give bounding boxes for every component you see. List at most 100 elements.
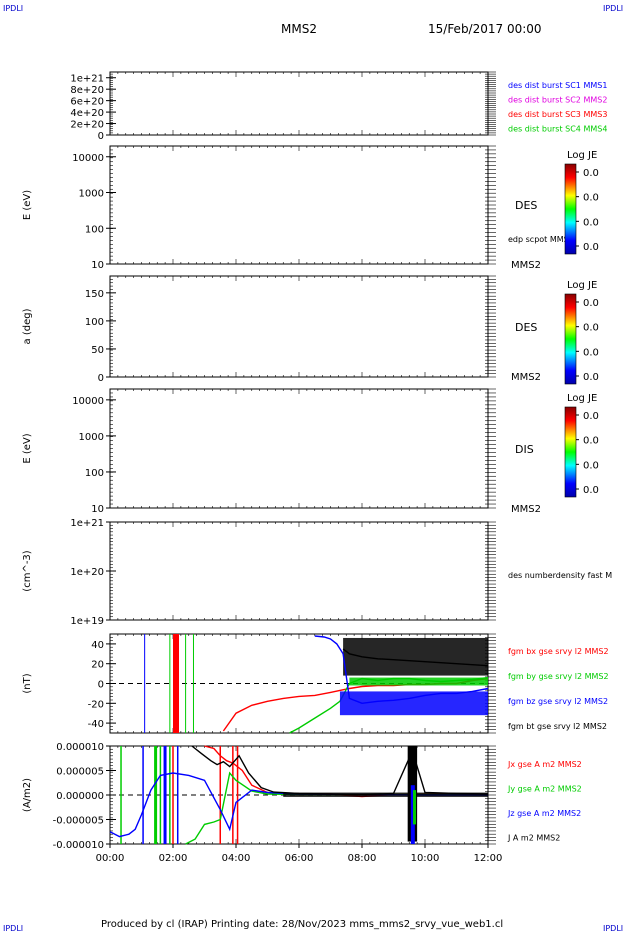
- panel-frame: [109, 388, 489, 509]
- legend-label: des dist burst SC3 MMS3: [508, 110, 607, 119]
- y-tick-label: 1e+19: [70, 616, 104, 627]
- y-tick-label: 20: [91, 660, 104, 671]
- bz-noise-band: [339, 691, 488, 716]
- legend-label: des numberdensity fast M: [508, 571, 612, 580]
- x-tick-label: 06:00: [285, 853, 314, 864]
- colorbar-tick-label: 0.0: [583, 485, 599, 496]
- y-tick-label: 100: [85, 224, 104, 235]
- data-spike: [154, 746, 158, 844]
- jy-burst: [413, 790, 417, 825]
- y-tick-label: 0: [98, 131, 104, 142]
- y-tick-label: 1e+21: [70, 518, 104, 529]
- y-tick-label: 0: [98, 373, 104, 384]
- y-tick-label: 0.000010: [56, 742, 104, 753]
- colorbar-tick-label: 0.0: [583, 242, 599, 253]
- overlay-label: edp scpot MMS2: [508, 235, 574, 244]
- y-tick-label: -0.000010: [53, 840, 104, 851]
- y-tick-label: 150: [85, 289, 104, 300]
- instrument-label: DES: [515, 321, 537, 334]
- y-tick-label: 8e+20: [70, 85, 104, 96]
- y-axis-label: (A/m2): [22, 778, 33, 812]
- j-noise-band: [283, 792, 488, 797]
- y-axis-label: a (deg): [22, 308, 33, 344]
- colorbar-tick-label: 0.0: [583, 323, 599, 334]
- colorbar-title: Log JE: [567, 280, 597, 291]
- y-tick-label: 0.000005: [56, 767, 104, 778]
- y-tick-label: -0.000005: [53, 816, 104, 827]
- legend-label: des dist burst SC4 MMS4: [508, 125, 607, 134]
- corner-label-bottom-left: IPDLI: [3, 924, 24, 933]
- y-tick-label: 1e+21: [70, 74, 104, 85]
- colorbar-tick-label: 0.0: [583, 436, 599, 447]
- legend-label: des dist burst SC1 MMS1: [508, 81, 607, 90]
- x-tick-label: 04:00: [222, 853, 251, 864]
- legend-label: fgm bt gse srvy l2 MMS2: [508, 722, 607, 731]
- by-noise-band: [349, 677, 488, 686]
- legend-label: Jx gse A m2 MMS2: [507, 760, 582, 769]
- colorbar-tick-label: 0.0: [583, 193, 599, 204]
- x-tick-label: 00:00: [96, 853, 125, 864]
- y-axis-label: (nT): [22, 673, 33, 693]
- x-tick-label: 08:00: [348, 853, 377, 864]
- y-tick-label: 100: [85, 468, 104, 479]
- colorbar-tick-label: 0.0: [583, 411, 599, 422]
- legend-label: Jz gse A m2 MMS2: [507, 809, 581, 818]
- series-line: [314, 635, 489, 705]
- y-tick-label: 10000: [72, 153, 104, 164]
- data-spike: [163, 746, 167, 844]
- y-tick-label: 6e+20: [70, 97, 104, 108]
- panel-frame: [109, 145, 489, 265]
- spacecraft-label: MMS2: [511, 372, 541, 383]
- x-tick-label: 12:00: [474, 853, 503, 864]
- x-tick-label: 02:00: [159, 853, 188, 864]
- y-tick-label: 1000: [79, 189, 104, 200]
- spacecraft-title: MMS2: [281, 22, 317, 36]
- legend-label: des dist burst SC2 MMS2: [508, 96, 607, 105]
- y-tick-label: 50: [91, 345, 104, 356]
- y-tick-label: 10000: [72, 396, 104, 407]
- colorbar: [564, 293, 577, 385]
- corner-label-bottom-right: IPDLI: [603, 924, 624, 933]
- instrument-label: DIS: [515, 443, 534, 456]
- corner-label-top-left: IPDLI: [3, 4, 24, 13]
- legend-label: fgm by gse srvy l2 MMS2: [508, 672, 609, 681]
- jz-burst: [410, 785, 415, 844]
- panel-frame: [109, 71, 489, 136]
- y-tick-label: 4e+20: [70, 108, 104, 119]
- y-tick-label: 10: [91, 504, 104, 515]
- corner-label-top-right: IPDLI: [603, 4, 624, 13]
- series-line: [342, 648, 489, 667]
- y-axis-label: E (eV): [22, 433, 33, 463]
- colorbar-tick-label: 0.0: [583, 460, 599, 471]
- colorbar-tick-label: 0.0: [583, 372, 599, 383]
- series-line: [109, 772, 488, 838]
- colorbar-title: Log JE: [567, 393, 597, 404]
- spacecraft-label: MMS2: [511, 260, 541, 271]
- y-tick-label: 10: [91, 260, 104, 271]
- y-tick-label: -20: [88, 699, 104, 710]
- colorbar-title: Log JE: [567, 150, 597, 161]
- y-tick-label: 1000: [79, 432, 104, 443]
- y-tick-label: 1e+20: [70, 567, 104, 578]
- colorbar: [564, 406, 577, 498]
- x-tick-label: 10:00: [411, 853, 440, 864]
- y-axis-label: (cm^-3): [22, 550, 33, 591]
- instrument-label: DES: [515, 199, 537, 212]
- colorbar: [564, 163, 577, 255]
- legend-label: Jy gse A m2 MMS2: [507, 785, 582, 794]
- legend-label: fgm bx gse srvy l2 MMS2: [508, 647, 609, 656]
- colorbar-tick-label: 0.0: [583, 347, 599, 358]
- colorbar-tick-label: 0.0: [583, 168, 599, 179]
- legend-label: fgm bz gse srvy l2 MMS2: [508, 697, 608, 706]
- y-tick-label: -40: [88, 719, 104, 730]
- date-title: 15/Feb/2017 00:00: [428, 22, 542, 36]
- y-tick-label: 0: [98, 680, 104, 691]
- colorbar-tick-label: 0.0: [583, 217, 599, 228]
- series-line: [191, 745, 489, 796]
- legend-label: J A m2 MMS2: [507, 834, 560, 843]
- y-tick-label: 100: [85, 317, 104, 328]
- y-tick-label: 40: [91, 640, 104, 651]
- panel-frame: [109, 521, 489, 621]
